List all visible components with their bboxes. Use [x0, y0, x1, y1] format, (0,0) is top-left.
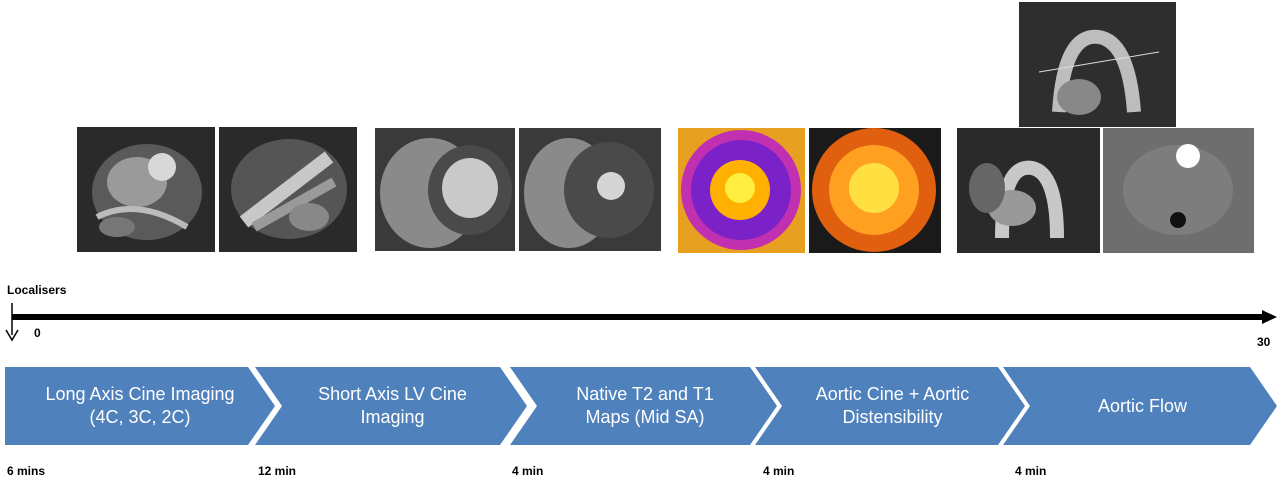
chevron-step-5 [1003, 367, 1277, 445]
long-axis-3c-image [219, 127, 357, 252]
short-axis-base-image [375, 128, 515, 251]
chevron-step-3 [510, 367, 777, 445]
long-axis-4c-image [77, 127, 215, 252]
step-duration-1: 6 mins [7, 464, 46, 478]
aortic-sagittal-image [1019, 2, 1176, 127]
step-duration-5: 4 min [1015, 464, 1047, 478]
t1-map-image [809, 128, 941, 253]
chevron-step-2 [255, 367, 527, 445]
step-duration-3: 4 min [512, 464, 544, 478]
short-axis-mid-image [519, 128, 661, 251]
step-label-3: Native T2 and T1 Maps (Mid SA) [576, 384, 714, 427]
step-label-1: Long Axis Cine Imaging (4C, 3C, 2C) [45, 384, 235, 427]
step-label-4: Aortic Cine + Aortic Distensibility [815, 384, 970, 427]
t2-map-image [678, 128, 805, 253]
timeline-start-value: 0 [34, 326, 41, 340]
aortic-flow-phase-image [1103, 128, 1254, 253]
aortic-cine-image [957, 128, 1100, 253]
step-label-2: Short Axis LV Cine Imaging [318, 384, 467, 427]
start-arrow-head [5, 329, 19, 342]
localisers-label: Localisers [7, 283, 67, 297]
chevron-step-4 [755, 367, 1025, 445]
chevron-step-1 [5, 367, 275, 445]
step-duration-4: 4 min [763, 464, 795, 478]
timeline-arrow-head [1262, 310, 1277, 324]
timeline-end-value: 30 [1257, 335, 1271, 349]
step-duration-2: 12 min [258, 464, 297, 478]
step-label-5: Aortic Flow [1097, 395, 1187, 416]
